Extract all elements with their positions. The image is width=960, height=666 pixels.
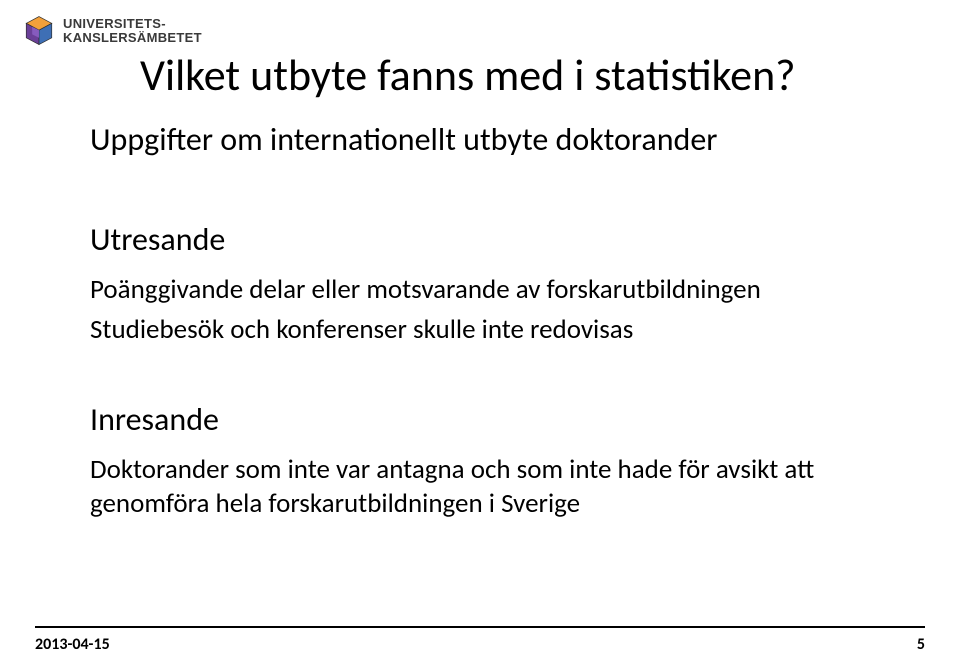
bullet-item: Studiebesök och konferenser skulle inte … <box>90 313 761 347</box>
footer-page-number: 5 <box>917 635 925 654</box>
footer-rule <box>35 626 925 628</box>
section-heading: Inresande <box>90 400 890 439</box>
cube-icon <box>22 14 56 48</box>
section-inresande: Inresande Doktorander som inte var antag… <box>90 400 890 527</box>
slide-title: Vilket utbyte fanns med i statistiken? <box>140 48 796 102</box>
bullet-item: Poänggivande delar eller motsvarande av … <box>90 273 761 307</box>
org-logo: UNIVERSITETS- KANSLERSÄMBETET <box>22 14 202 48</box>
footer-date: 2013-04-15 <box>35 635 110 654</box>
logo-line1: UNIVERSITETS- <box>63 17 202 31</box>
org-logo-text: UNIVERSITETS- KANSLERSÄMBETET <box>63 17 202 46</box>
slide: UNIVERSITETS- KANSLERSÄMBETET Vilket utb… <box>0 0 960 666</box>
slide-subtitle: Uppgifter om internationellt utbyte dokt… <box>90 120 717 159</box>
bullet-item: Doktorander som inte var antagna och som… <box>90 453 890 521</box>
section-heading: Utresande <box>90 220 761 259</box>
section-utresande: Utresande Poänggivande delar eller motsv… <box>90 220 761 353</box>
logo-line2: KANSLERSÄMBETET <box>63 31 202 45</box>
